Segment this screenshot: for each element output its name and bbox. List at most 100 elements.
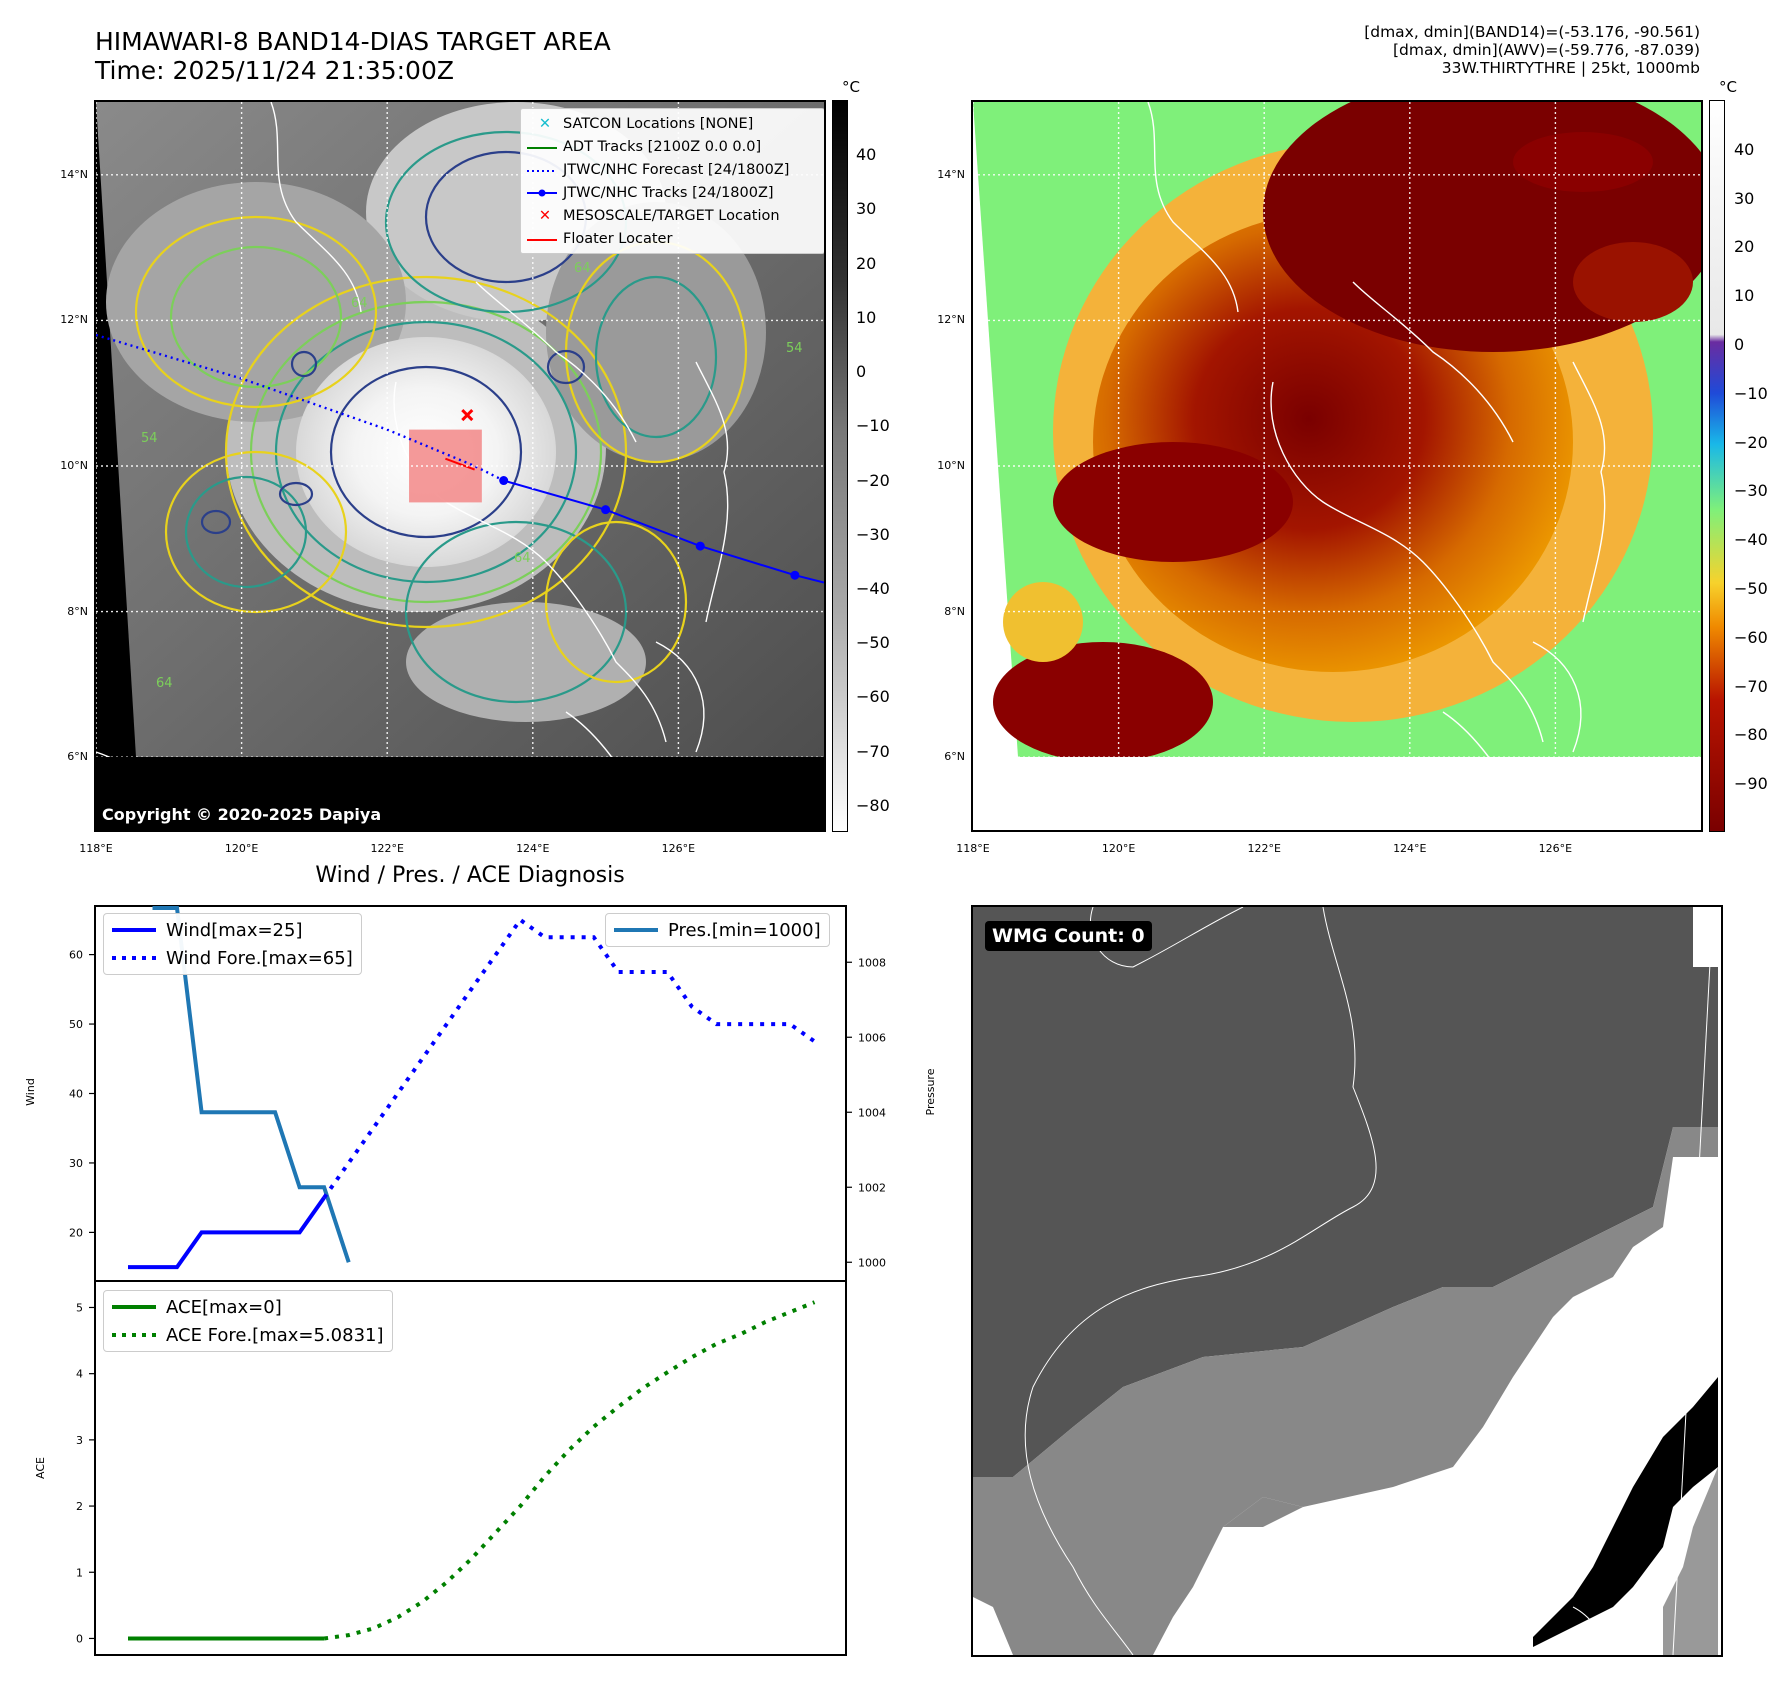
colorbar-tick-label: −10 [1734,383,1768,403]
legend-ace-forecast: ACE Fore.[max=5.0831] [110,1321,384,1349]
colorbar-tick-label: 40 [1734,139,1755,159]
colorbar-tick-label: −60 [1734,627,1768,647]
colorbar-tick-label: 20 [856,253,877,273]
legend-adt: ADT Tracks [2100Z 0.0 0.0] [527,135,824,158]
track-point [695,541,705,551]
awv-panel [971,100,1703,832]
ace-legend: ACE[max=0] ACE Fore.[max=5.0831] [103,1290,393,1352]
colorbar-tick-label: 0 [856,362,867,382]
lon-tick-label: 124°E [516,842,550,855]
colorbar-tick-label: −60 [856,687,890,707]
ace-axes [94,1280,847,1656]
storm-info: [dmax, dmin](BAND14)=(-53.176, -90.561) … [1364,23,1700,77]
colorbar-tick-label: −30 [856,524,890,544]
tick-label: 60 [69,949,83,962]
wind-line [128,1196,326,1270]
colorbar-tick-label: −10 [856,416,890,436]
legend-floater: Floater Locater [527,227,824,250]
tick-label: 1004 [858,1106,886,1119]
tick-label: 3 [76,1434,83,1447]
diagnosis-title: Wind / Pres. / ACE Diagnosis [315,863,625,888]
title-line-2: Time: 2025/11/24 21:35:00Z [95,56,454,85]
lat-tick-label: 6°N [67,750,88,764]
ace-axis-label: ACE [34,1457,47,1479]
colorbar-tick-label: −20 [1734,432,1768,452]
jtwc-forecast-track [96,333,505,482]
solid-line-icon [527,231,563,247]
solid-line-icon [112,1305,156,1309]
tick-label: 50 [69,1018,83,1031]
info-line-3: 33W.THIRTYTHRE | 25kt, 1000mb [1441,59,1700,77]
wind-axis-label: Wind [24,1078,37,1106]
jtwc-track-points [499,476,800,580]
contour-label: 54 [141,431,158,446]
awv-colorbar [1709,100,1725,832]
tick-label: 5 [76,1301,83,1314]
colorbar-tick-label: 10 [1734,286,1755,306]
tick-label: 1000 [858,1256,886,1269]
awv-image [973,102,1701,830]
ir-colorbar-unit: °C [842,78,860,96]
colorbar-tick-label: −90 [1734,774,1768,794]
legend-label: Floater Locater [563,230,673,247]
lat-tick-label: 6°N [944,750,965,764]
colorbar-tick-label: 10 [856,307,877,327]
legend-label: ACE Fore.[max=5.0831] [166,1324,384,1346]
info-line-2: [dmax, dmin](AWV)=(-59.776, -87.039) [1393,41,1700,59]
legend-label: MESOSCALE/TARGET Location [563,207,780,224]
floater-locater-line [445,457,475,471]
ir-legend: ✕ SATCON Locations [NONE] ADT Tracks [21… [520,108,824,254]
contour-label: 64 [514,551,531,566]
legend-jtwc-tracks: JTWC/NHC Tracks [24/1800Z] [527,181,824,204]
track-point [601,505,611,515]
lon-tick-label: 122°E [1247,842,1281,855]
dotted-line-icon [527,162,563,178]
legend-label: ACE[max=0] [166,1296,282,1318]
colorbar-tick-label: 20 [1734,237,1755,257]
colorbar-tick-label: −70 [856,741,890,761]
legend-target: ✕ MESOSCALE/TARGET Location [527,204,824,227]
colorbar-tick-label: −50 [856,633,890,653]
tick-label: 1002 [858,1181,886,1194]
legend-label: ADT Tracks [2100Z 0.0 0.0] [563,138,762,155]
tick-label: 1008 [858,956,886,969]
legend-jtwc-forecast: JTWC/NHC Forecast [24/1800Z] [527,158,824,181]
legend-wind: Wind[max=25] [110,916,353,944]
tick-label: 4 [76,1368,83,1381]
wind-legend: Wind[max=25] Wind Fore.[max=65] [103,913,362,975]
lon-tick-label: 126°E [1538,842,1573,855]
wmg-image [973,907,1721,1655]
tick-label: 1 [76,1566,83,1579]
legend-label: Pres.[min=1000] [668,919,821,941]
legend-label: Wind[max=25] [166,919,303,941]
ir-image: 64 64 64 64 54 54 [96,102,824,830]
wmg-count-badge: WMG Count: 0 [985,921,1152,951]
legend-label: JTWC/NHC Forecast [24/1800Z] [563,161,790,178]
track-point [499,476,509,486]
target-marker [461,408,474,422]
colorbar-tick-label: 30 [1734,188,1755,208]
colorbar-tick-label: −70 [1734,676,1768,696]
lat-tick-label: 14°N [937,167,965,181]
tick-label: 40 [69,1088,83,1101]
legend-pressure: Pres.[min=1000] [612,916,821,944]
contour-label: 64 [351,296,368,311]
ir-colorbar [832,100,848,832]
lat-tick-label: 10°N [937,459,965,472]
lon-tick-label: 120°E [224,842,259,855]
legend-label: SATCON Locations [NONE] [563,115,754,132]
contour-label: 54 [786,341,803,356]
lon-tick-label: 120°E [1101,842,1136,855]
contour-labels: 64 64 64 64 54 54 [141,261,803,691]
legend-ace: ACE[max=0] [110,1293,384,1321]
colorbar-tick-label: 30 [856,199,877,219]
lat-tick-label: 12°N [60,313,88,327]
colorbar-tick-label: −80 [856,795,890,815]
lat-tick-label: 10°N [60,459,88,472]
tick-label: 20 [69,1226,83,1239]
pressure-axis-label: Pressure [924,1068,937,1115]
title-line-1: HIMAWARI-8 BAND14-DIAS TARGET AREA [95,27,611,56]
dotted-line-icon [112,1333,156,1337]
legend-satcon: ✕ SATCON Locations [NONE] [527,112,824,135]
ir-satellite-panel: 64 64 64 64 54 54 ✕ SATCON Locations [NO… [94,100,826,832]
